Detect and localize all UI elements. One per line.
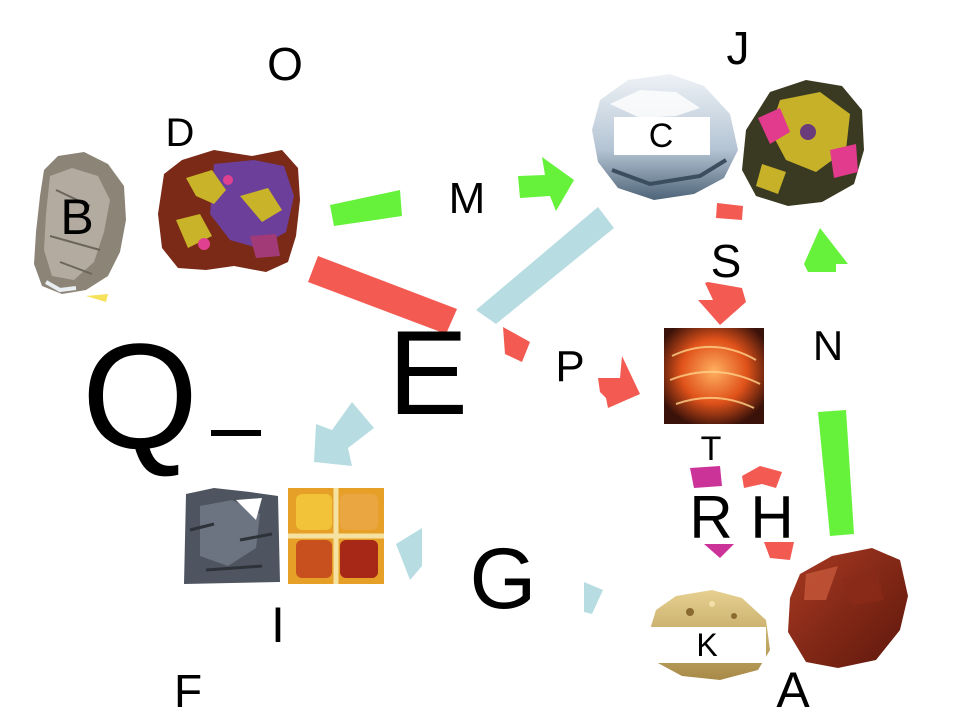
arrow-a-to-j xyxy=(804,228,854,536)
label-c: C xyxy=(649,117,674,155)
label-g: G xyxy=(470,531,537,627)
label-q: Q xyxy=(82,312,199,480)
yellow-pink-mineral-icon xyxy=(742,80,864,206)
label-h: H xyxy=(750,484,793,551)
label-m: M xyxy=(449,174,486,223)
tan-sandstone-icon xyxy=(648,590,770,680)
red-jasper-icon xyxy=(788,548,908,668)
label-dash: – xyxy=(211,376,262,476)
label-d: D xyxy=(166,111,195,155)
label-i: I xyxy=(271,597,285,653)
label-n: N xyxy=(813,322,843,369)
dark-gray-rock-icon xyxy=(184,488,280,584)
arrow-j-to-t xyxy=(698,203,746,325)
purple-yellow-mineral-icon xyxy=(158,150,300,272)
arrow-k-to-i xyxy=(396,528,603,614)
pigment-tray-icon xyxy=(288,488,384,584)
label-b: B xyxy=(60,189,93,245)
gray-rock-icon xyxy=(34,152,126,294)
arrow-k-to-t xyxy=(742,466,794,560)
arrow-d-to-t xyxy=(308,256,640,408)
label-f: F xyxy=(174,665,202,717)
glowing-orange-mineral-icon xyxy=(664,328,764,424)
label-k: K xyxy=(696,627,717,663)
label-a: A xyxy=(776,662,810,718)
label-o: O xyxy=(267,38,303,90)
label-j: J xyxy=(727,22,750,74)
arrow-to-i-upper xyxy=(314,402,374,466)
arrow-b-fragment xyxy=(86,294,108,302)
white-crystal-icon xyxy=(592,74,738,200)
arrow-t-to-k xyxy=(690,466,734,558)
label-p: P xyxy=(555,342,584,391)
arrow-d-to-c xyxy=(330,157,574,226)
label-r: R xyxy=(689,484,732,551)
arrow-e-to-c xyxy=(476,207,614,324)
label-s: S xyxy=(711,235,742,287)
label-t: T xyxy=(701,430,722,468)
label-e: E xyxy=(388,306,468,440)
